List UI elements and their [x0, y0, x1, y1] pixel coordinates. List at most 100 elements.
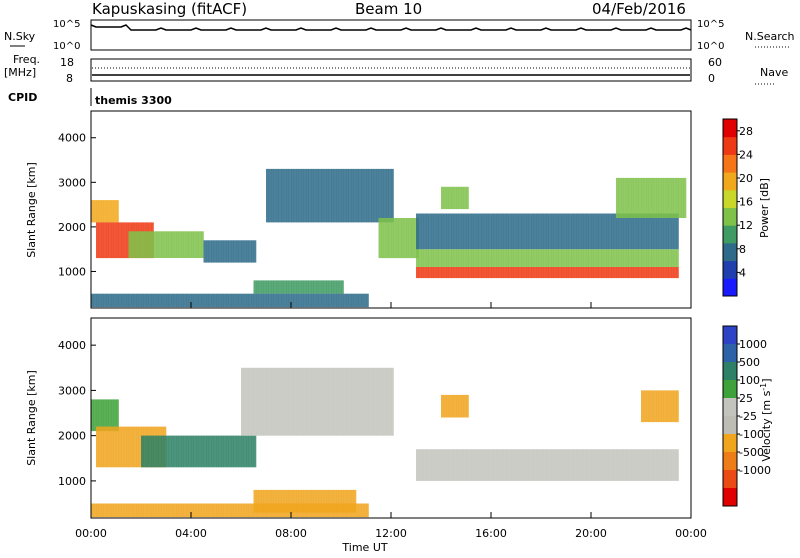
heatmap-cell: [298, 293, 302, 308]
heatmap-cell: [116, 200, 119, 223]
colorbar-swatch: [723, 326, 737, 345]
heatmap-cell: [288, 367, 292, 436]
heatmap-cell: [321, 168, 324, 223]
heatmap-cell: [158, 293, 162, 308]
heatmap-cell: [603, 449, 607, 481]
heatmap-cell: [208, 435, 212, 468]
heatmap-cell: [446, 394, 449, 418]
heatmap-cell: [628, 177, 632, 218]
heatmap-cell: [316, 367, 319, 436]
heatmap-cell: [318, 293, 322, 308]
colorbar-tick-label: 12: [739, 219, 753, 232]
heatmap-cell: [558, 267, 562, 279]
heatmap-cell: [333, 489, 337, 513]
heatmap-cell: [133, 426, 137, 468]
heatmap-cell: [648, 249, 652, 267]
heatmap-cell: [156, 435, 159, 468]
heatmap-cell: [578, 267, 582, 279]
heatmap-cell: [153, 293, 157, 308]
heatmap-cell: [448, 213, 452, 250]
heatmap-cell: [333, 168, 337, 223]
heatmap-cell: [473, 213, 477, 250]
heatmap-cell: [206, 293, 209, 308]
heatmap-cell: [171, 503, 174, 518]
heatmap-cell: [278, 503, 282, 518]
heatmap-cell: [483, 449, 487, 481]
heatmap-cell: [568, 267, 572, 279]
heatmap-cell: [583, 267, 587, 279]
heatmap-cell: [206, 503, 209, 518]
heatmap-cell: [256, 367, 259, 436]
heatmap-cell: [291, 367, 294, 436]
heatmap-cell: [316, 280, 319, 294]
heatmap-cell: [641, 267, 644, 279]
heatmap-cell: [561, 449, 564, 481]
heatmap-cell: [266, 168, 269, 223]
heatmap-cell: [98, 222, 102, 259]
heatmap-cell: [543, 249, 547, 267]
heatmap-cell: [393, 218, 397, 259]
heatmap-cell: [596, 449, 599, 481]
heatmap-cell: [331, 367, 334, 436]
heatmap-cell: [158, 503, 162, 518]
heatmap-cell: [571, 213, 574, 250]
heatmap-cell: [311, 489, 314, 513]
heatmap-cell: [333, 280, 337, 294]
heatmap-cell: [518, 449, 522, 481]
heatmap-cell: [458, 394, 462, 418]
heatmap-cell: [138, 503, 142, 518]
heatmap-cell: [553, 267, 557, 279]
heatmap-cell: [163, 435, 167, 468]
heatmap-cell: [566, 449, 569, 481]
heatmap-cell: [543, 213, 547, 250]
heatmap-cell: [428, 213, 432, 250]
heatmap-cell: [213, 293, 217, 308]
heatmap-cell: [611, 249, 614, 267]
heatmap-cell: [668, 213, 672, 250]
heatmap-cell: [436, 213, 439, 250]
heatmap-cell: [128, 293, 132, 308]
y-tick-label: 2000: [58, 430, 86, 443]
heatmap-cell: [666, 249, 669, 267]
heatmap-cell: [298, 168, 302, 223]
heatmap-cell: [643, 213, 647, 250]
colorbar-swatch: [723, 189, 737, 208]
heatmap-cell: [476, 249, 479, 267]
heatmap-cell: [183, 503, 187, 518]
heatmap-cell: [111, 222, 114, 259]
heatmap-cell: [616, 267, 619, 279]
heatmap-cell: [648, 390, 652, 423]
heatmap-cell: [93, 503, 97, 518]
heatmap-cell: [236, 293, 239, 308]
heatmap-cell: [361, 503, 364, 518]
heatmap-cell: [523, 249, 527, 267]
heatmap-cell: [601, 449, 604, 481]
heatmap-cell: [161, 293, 164, 308]
heatmap-cell: [563, 213, 567, 250]
heatmap-cell: [681, 177, 684, 218]
heatmap-cell: [671, 390, 674, 423]
x-tick-label: 12:00: [375, 527, 407, 540]
heatmap-cell: [231, 293, 234, 308]
heatmap-cell: [646, 213, 649, 250]
heatmap-cell: [243, 293, 247, 308]
colorbar-swatch: [723, 380, 737, 399]
heatmap-cell: [263, 280, 267, 294]
heatmap-cell: [296, 293, 299, 308]
colorbar-tick-label: 1000: [739, 338, 767, 351]
heatmap-cell: [426, 267, 429, 279]
heatmap-cell: [476, 267, 479, 279]
heatmap-cell: [643, 177, 647, 218]
heatmap-cell: [408, 218, 412, 259]
heatmap-cell: [123, 293, 127, 308]
heatmap-cell: [676, 267, 679, 279]
heatmap-cell: [101, 426, 104, 468]
heatmap-cell: [316, 489, 319, 513]
heatmap-cell: [173, 231, 177, 258]
heatmap-cell: [441, 249, 444, 267]
heatmap-cell: [606, 267, 609, 279]
heatmap-cell: [618, 449, 622, 481]
heatmap-cell: [583, 449, 587, 481]
heatmap-cell: [633, 213, 637, 250]
heatmap-cell: [316, 503, 319, 518]
